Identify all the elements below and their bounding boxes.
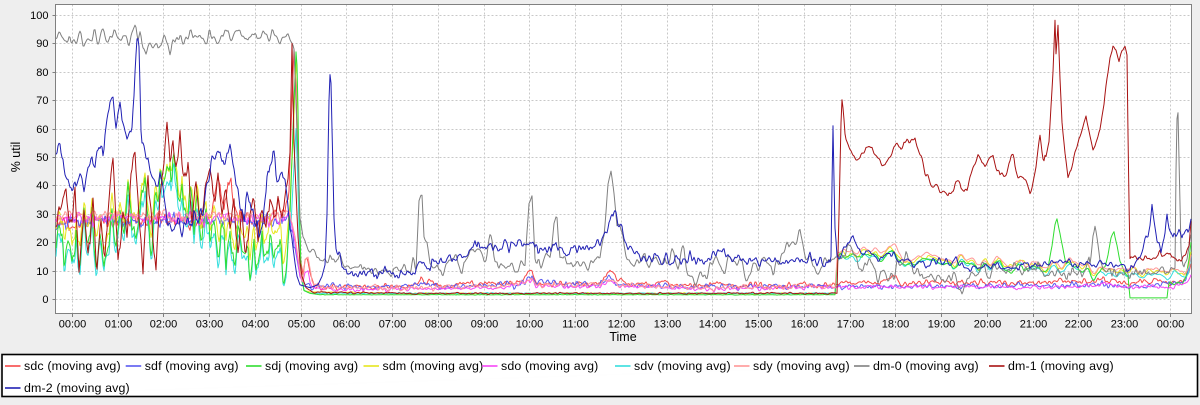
svg-text:15:00: 15:00 bbox=[745, 319, 773, 331]
svg-text:70: 70 bbox=[36, 95, 48, 107]
svg-text:08:00: 08:00 bbox=[425, 319, 453, 331]
svg-text:80: 80 bbox=[36, 67, 48, 79]
svg-text:sdc (moving avg): sdc (moving avg) bbox=[24, 359, 121, 373]
svg-text:17:00: 17:00 bbox=[837, 319, 865, 331]
svg-text:23:00: 23:00 bbox=[1111, 319, 1139, 331]
svg-text:22:00: 22:00 bbox=[1065, 319, 1093, 331]
svg-text:sdj (moving avg): sdj (moving avg) bbox=[265, 359, 358, 373]
svg-text:11:00: 11:00 bbox=[562, 319, 589, 331]
svg-text:12:00: 12:00 bbox=[608, 319, 636, 331]
svg-text:sdy (moving avg): sdy (moving avg) bbox=[753, 359, 850, 373]
svg-text:dm-0 (moving avg): dm-0 (moving avg) bbox=[873, 359, 979, 373]
svg-text:100: 100 bbox=[30, 10, 48, 22]
svg-text:14:00: 14:00 bbox=[699, 319, 727, 331]
svg-text:90: 90 bbox=[36, 38, 48, 50]
svg-text:10:00: 10:00 bbox=[516, 319, 544, 331]
svg-text:18:00: 18:00 bbox=[882, 319, 910, 331]
svg-text:60: 60 bbox=[36, 124, 48, 136]
svg-text:03:00: 03:00 bbox=[196, 319, 224, 331]
svg-text:04:00: 04:00 bbox=[242, 319, 270, 331]
svg-text:02:00: 02:00 bbox=[150, 319, 178, 331]
svg-text:40: 40 bbox=[36, 180, 48, 192]
svg-text:sdm (moving avg): sdm (moving avg) bbox=[383, 359, 484, 373]
svg-text:20: 20 bbox=[36, 237, 48, 249]
svg-text:00:00: 00:00 bbox=[1157, 319, 1185, 331]
svg-text:21:00: 21:00 bbox=[1020, 319, 1048, 331]
svg-text:10: 10 bbox=[36, 266, 48, 278]
svg-text:19:00: 19:00 bbox=[928, 319, 956, 331]
svg-text:sdv (moving avg): sdv (moving avg) bbox=[634, 359, 731, 373]
svg-text:sdo (moving avg): sdo (moving avg) bbox=[501, 359, 598, 373]
svg-text:06:00: 06:00 bbox=[333, 319, 361, 331]
svg-text:50: 50 bbox=[36, 152, 48, 164]
svg-text:13:00: 13:00 bbox=[654, 319, 682, 331]
svg-text:dm-1 (moving avg): dm-1 (moving avg) bbox=[1008, 359, 1114, 373]
svg-text:01:00: 01:00 bbox=[105, 319, 133, 331]
svg-text:05:00: 05:00 bbox=[288, 319, 316, 331]
svg-text:% util: % util bbox=[9, 142, 23, 173]
svg-text:sdf (moving avg): sdf (moving avg) bbox=[145, 359, 239, 373]
svg-text:Time: Time bbox=[609, 330, 636, 344]
svg-text:16:00: 16:00 bbox=[791, 319, 819, 331]
svg-text:00:00: 00:00 bbox=[59, 319, 87, 331]
svg-text:dm-2 (moving avg): dm-2 (moving avg) bbox=[24, 381, 130, 395]
svg-text:0: 0 bbox=[42, 294, 48, 306]
svg-text:30: 30 bbox=[36, 209, 48, 221]
svg-text:20:00: 20:00 bbox=[974, 319, 1002, 331]
svg-text:09:00: 09:00 bbox=[471, 319, 499, 331]
svg-text:07:00: 07:00 bbox=[379, 319, 407, 331]
